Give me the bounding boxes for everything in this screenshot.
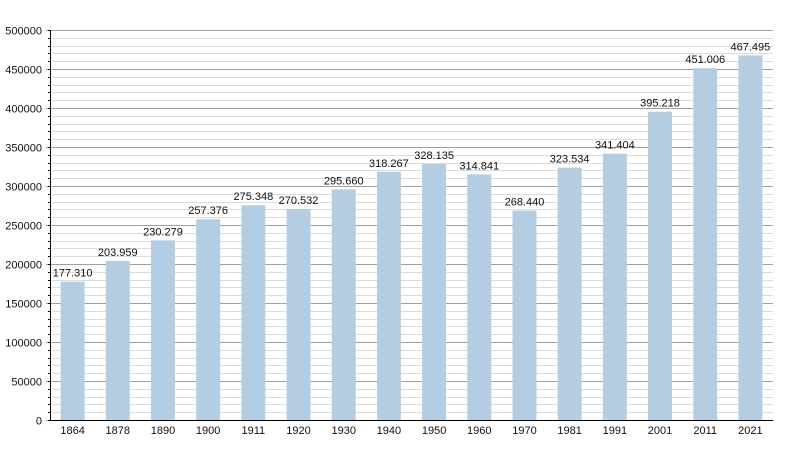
bar: [376, 171, 401, 420]
bar-value-label: 257.376: [188, 205, 228, 217]
x-category-label: 1991: [603, 425, 627, 437]
bar: [331, 189, 356, 420]
labels: 0 50000 100000 150000 200000 250000 300000 3500…: [5, 26, 770, 438]
x-category-label: 1864: [60, 425, 84, 437]
bar: [602, 153, 627, 420]
bar-value-label: 451.006: [685, 54, 725, 66]
bar-value-label: 275.348: [233, 191, 273, 203]
x-category-label: 1970: [512, 425, 536, 437]
bar: [467, 174, 492, 420]
bar: [648, 111, 673, 421]
x-category-label: 2001: [648, 425, 672, 437]
x-category-label: 1911: [242, 425, 266, 437]
bar-value-label: 314.841: [459, 160, 499, 172]
x-category-label: 1878: [106, 425, 130, 437]
x-category-label: 1930: [331, 425, 355, 437]
bar: [422, 164, 447, 420]
bar-value-label: 467.495: [731, 41, 771, 53]
bar: [60, 281, 85, 420]
bar: [693, 68, 718, 420]
x-category-label: 2021: [738, 425, 762, 437]
x-category-label: 1890: [151, 425, 175, 437]
x-category-label: 1950: [422, 425, 446, 437]
bars: [60, 55, 763, 421]
x-category-label: 1960: [467, 425, 491, 437]
y-tick-label: 450000: [5, 65, 42, 77]
y-tick-label: 250000: [5, 221, 42, 233]
bar: [286, 208, 311, 420]
x-category-label: 2011: [693, 425, 717, 437]
bar-value-label: 323.534: [550, 154, 590, 166]
y-tick-label: 0: [36, 416, 42, 428]
x-category-label: 1981: [557, 425, 581, 437]
bar-value-label: 295.660: [324, 175, 364, 187]
bar: [105, 260, 130, 420]
bar-value-label: 341.404: [595, 140, 635, 152]
bar-value-label: 203.959: [98, 247, 138, 259]
bar: [512, 210, 537, 420]
bar: [150, 240, 175, 420]
axes: [48, 30, 773, 421]
bar: [241, 205, 266, 420]
bar-value-label: 230.279: [143, 226, 183, 238]
bar-value-label: 328.135: [414, 150, 454, 162]
y-tick-label: 150000: [5, 299, 42, 311]
bar: [196, 219, 221, 420]
bar: [738, 55, 763, 420]
y-tick-label: 350000: [5, 143, 42, 155]
bar-value-label: 270.532: [279, 195, 319, 207]
bar-value-label: 268.440: [505, 197, 545, 209]
y-tick-label: 400000: [5, 104, 42, 116]
x-category-label: 1920: [286, 425, 310, 437]
bar-value-label: 318.267: [369, 158, 409, 170]
bar-value-label: 177.310: [53, 268, 93, 280]
x-category-label: 1940: [377, 425, 401, 437]
y-tick-label: 100000: [5, 338, 42, 350]
y-tick-label: 500000: [5, 26, 42, 38]
bar-value-label: 395.218: [640, 98, 680, 110]
y-tick-label: 300000: [5, 182, 42, 194]
bar: [557, 167, 582, 420]
y-tick-label: 200000: [5, 260, 42, 272]
y-tick-label: 50000: [11, 377, 42, 389]
x-category-label: 1900: [196, 425, 220, 437]
